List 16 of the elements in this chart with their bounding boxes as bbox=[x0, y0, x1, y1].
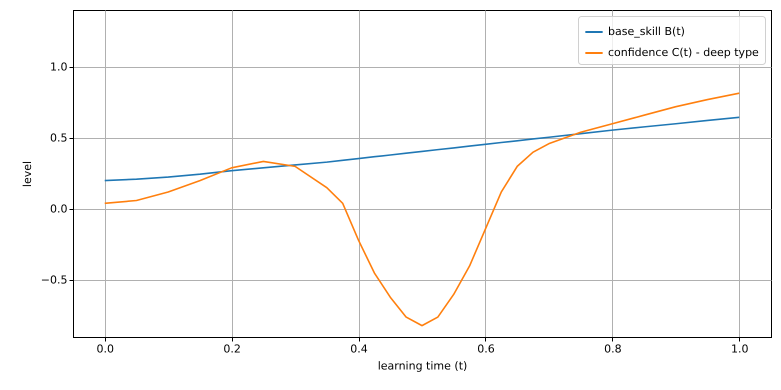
legend-label: confidence C(t) - deep type bbox=[608, 46, 760, 59]
y-tick-label: 0.5 bbox=[50, 131, 68, 144]
y-tick-label: 1.0 bbox=[50, 60, 68, 74]
y-tick-label: −0.5 bbox=[40, 274, 68, 287]
x-tick-label: 0.6 bbox=[477, 342, 495, 356]
y-axis-title: level bbox=[20, 160, 34, 188]
line-series bbox=[104, 92, 740, 326]
line-series bbox=[104, 116, 740, 182]
legend-label: base_skill B(t) bbox=[608, 25, 685, 38]
x-axis-title: learning time (t) bbox=[378, 360, 468, 372]
x-tick-label: 0.4 bbox=[350, 342, 368, 356]
x-tick-label: 0.0 bbox=[96, 342, 114, 356]
y-tick-label: 0.0 bbox=[50, 202, 68, 216]
x-tick-label: 0.2 bbox=[223, 342, 241, 356]
x-tick-label: 0.8 bbox=[604, 342, 622, 356]
x-tick-label: 1.0 bbox=[731, 342, 749, 356]
